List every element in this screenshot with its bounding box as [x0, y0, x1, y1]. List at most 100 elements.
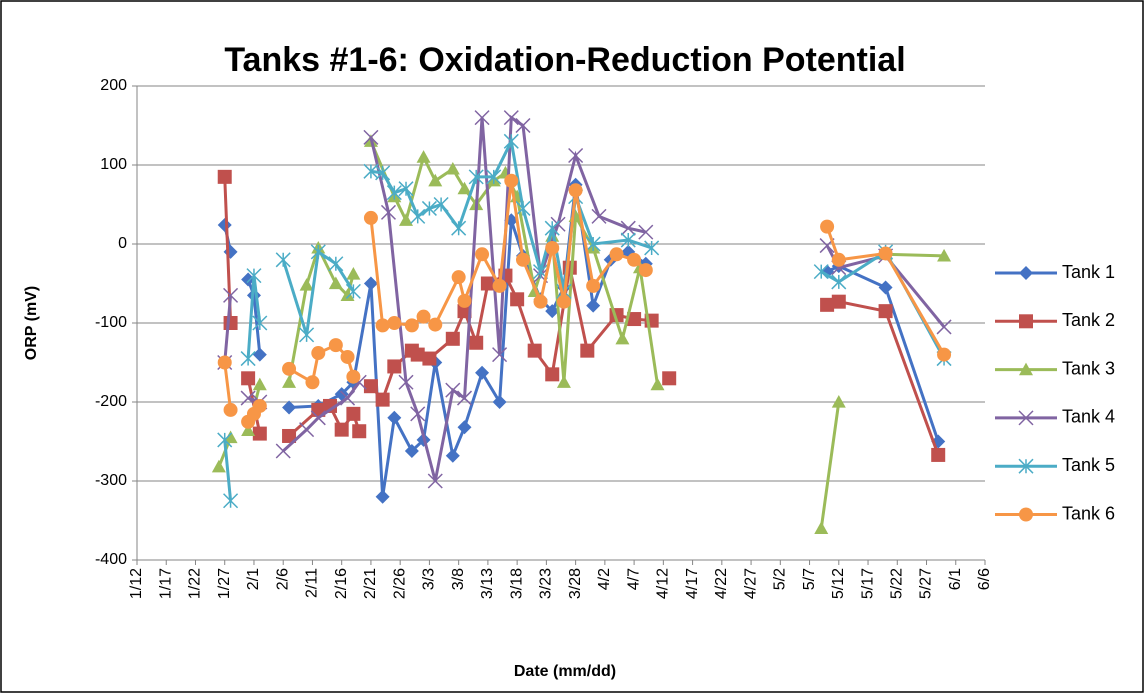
marker: [421, 200, 437, 216]
marker: [375, 489, 390, 504]
x-tick-label: 3/18: [508, 568, 525, 599]
marker: [345, 283, 361, 299]
marker: [211, 459, 226, 473]
marker: [346, 267, 361, 280]
marker: [556, 375, 571, 388]
series: [217, 110, 952, 489]
marker: [427, 473, 443, 489]
x-tick-label: 3/23: [538, 568, 555, 599]
x-tick-label: 5/22: [888, 568, 905, 599]
x-tick-label: 4/12: [655, 568, 672, 599]
series: [217, 173, 952, 429]
marker: [334, 387, 349, 402]
chart-title: Tanks #1-6: Oxidation-Reduction Potentia…: [224, 41, 905, 79]
marker: [375, 392, 390, 407]
marker: [352, 424, 367, 439]
marker: [609, 247, 624, 262]
marker: [504, 173, 519, 188]
marker: [375, 165, 391, 181]
marker: [310, 244, 326, 260]
marker: [241, 371, 256, 386]
marker: [457, 293, 472, 308]
marker: [544, 220, 560, 236]
marker: [322, 398, 337, 413]
x-tick-label: 5/2: [772, 568, 789, 590]
marker: [223, 402, 238, 417]
marker: [568, 183, 583, 198]
marker: [615, 331, 630, 345]
marker: [404, 318, 419, 333]
marker: [831, 252, 846, 267]
marker: [545, 367, 560, 382]
legend-label: Tank 3: [1062, 358, 1115, 378]
marker: [428, 173, 443, 187]
marker: [937, 347, 952, 362]
marker: [410, 406, 426, 422]
marker: [398, 181, 414, 197]
marker: [445, 382, 461, 398]
marker: [328, 276, 343, 290]
y-tick-label: -300: [95, 472, 127, 489]
marker: [416, 150, 431, 163]
marker: [585, 236, 601, 252]
marker: [275, 252, 291, 268]
marker: [586, 298, 601, 313]
marker: [515, 200, 531, 216]
marker: [410, 347, 425, 362]
marker: [556, 294, 571, 309]
x-tick-label: 5/12: [830, 568, 847, 599]
marker: [428, 317, 443, 332]
marker: [252, 347, 267, 362]
marker: [486, 169, 502, 185]
marker: [346, 369, 361, 384]
marker: [457, 181, 472, 195]
marker: [387, 316, 402, 330]
marker: [433, 196, 449, 213]
marker: [503, 110, 519, 126]
marker: [252, 377, 267, 391]
x-tick-label: 4/2: [596, 568, 613, 590]
y-tick-label: -100: [95, 314, 127, 331]
marker: [820, 264, 835, 279]
series: [217, 133, 952, 509]
marker: [492, 395, 507, 409]
y-tick-label: 0: [118, 235, 127, 252]
marker: [223, 430, 238, 444]
x-tick-label: 5/27: [918, 568, 935, 599]
marker: [328, 256, 344, 272]
marker: [586, 278, 601, 293]
marker: [252, 426, 267, 441]
marker: [223, 316, 238, 330]
marker: [474, 110, 490, 126]
x-tick-label: 1/12: [128, 568, 145, 599]
legend-label: Tank 5: [1062, 455, 1115, 475]
x-tick-label: 6/6: [976, 568, 993, 590]
marker: [457, 420, 472, 435]
marker: [275, 443, 291, 459]
marker: [820, 219, 835, 234]
marker: [533, 294, 548, 309]
x-tick-label: 4/17: [684, 568, 701, 599]
legend-label: Tank 4: [1062, 407, 1115, 427]
marker: [282, 400, 297, 415]
marker: [445, 448, 460, 463]
marker: [399, 213, 414, 226]
marker: [620, 232, 636, 248]
x-tick-label: 2/6: [274, 568, 291, 590]
marker: [299, 422, 315, 438]
y-axis-label: ORP (mV): [23, 286, 40, 360]
marker: [1019, 266, 1033, 280]
marker: [644, 240, 660, 256]
x-tick-label: 3/3: [421, 568, 438, 590]
marker: [252, 315, 268, 331]
marker: [217, 169, 232, 184]
marker: [1019, 507, 1033, 522]
marker: [340, 390, 356, 406]
marker: [217, 355, 232, 370]
marker: [380, 204, 397, 220]
marker: [246, 268, 262, 284]
marker: [580, 343, 595, 358]
x-tick-label: 4/22: [713, 568, 730, 599]
